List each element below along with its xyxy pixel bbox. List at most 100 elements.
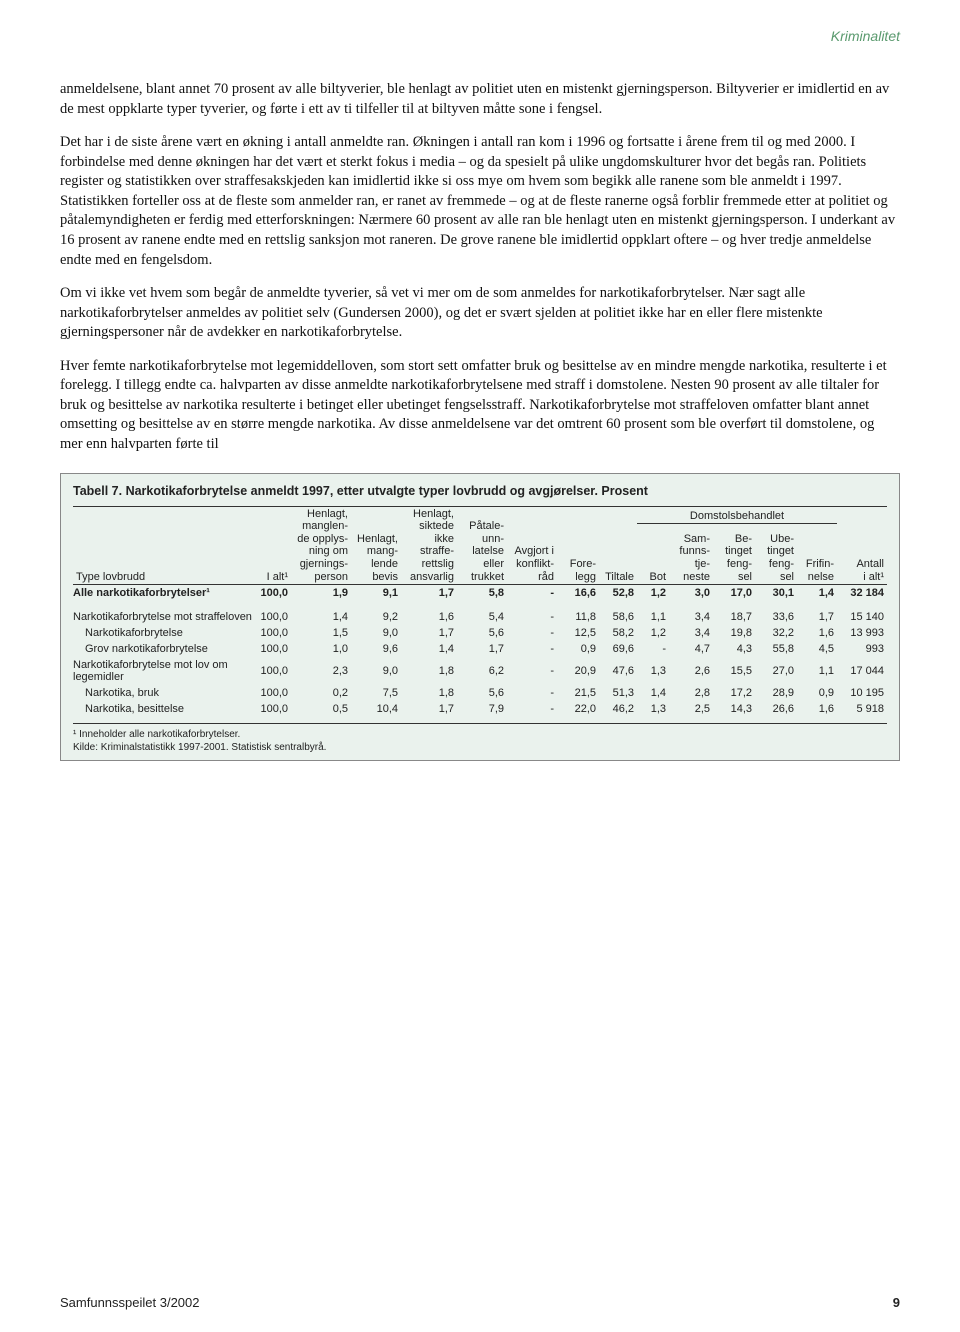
cell: 58,6 [599, 609, 637, 625]
data-table: Type lovbrudd I alt¹ Henlagt,manglen-de … [73, 506, 887, 718]
cell: 4,5 [797, 641, 837, 657]
row-label: Narkotika, bruk [73, 685, 257, 701]
cell: 26,6 [755, 701, 797, 717]
cell: 5 918 [837, 701, 887, 717]
cell: - [507, 685, 557, 701]
cell: 7,5 [351, 685, 401, 701]
cell: 0,2 [291, 685, 351, 701]
cell: 100,0 [257, 701, 291, 717]
cell: 18,7 [713, 609, 755, 625]
cell: 22,0 [557, 701, 599, 717]
col-bet: Be-tingetfeng-sel [713, 524, 755, 585]
cell: 2,3 [291, 657, 351, 685]
cell: 14,3 [713, 701, 755, 717]
cell: 17,0 [713, 585, 755, 602]
section-label: Kriminalitet [831, 28, 900, 44]
table-row: Narkotikaforbrytelse mot lov om legemidl… [73, 657, 887, 685]
cell: 993 [837, 641, 887, 657]
col-type: Type lovbrudd [73, 506, 257, 585]
cell: 9,6 [351, 641, 401, 657]
cell: 46,2 [599, 701, 637, 717]
cell: 1,0 [291, 641, 351, 657]
cell: 0,9 [797, 685, 837, 701]
cell: 1,9 [291, 585, 351, 602]
cell: 3,4 [669, 625, 713, 641]
cell: 58,2 [599, 625, 637, 641]
row-label: Narkotikaforbrytelse [73, 625, 257, 641]
cell: 100,0 [257, 641, 291, 657]
cell: 1,5 [291, 625, 351, 641]
cell: 55,8 [755, 641, 797, 657]
cell: 4,7 [669, 641, 713, 657]
col-h1: Henlagt,manglen-de opplys-ning omgjernin… [291, 506, 351, 585]
cell: 28,9 [755, 685, 797, 701]
cell: 30,1 [755, 585, 797, 602]
cell: - [507, 609, 557, 625]
col-h6: Fore-legg [557, 506, 599, 585]
cell: 17,2 [713, 685, 755, 701]
cell: 19,8 [713, 625, 755, 641]
cell: 2,8 [669, 685, 713, 701]
cell: 100,0 [257, 685, 291, 701]
cell: 21,5 [557, 685, 599, 701]
col-sam: Sam-funns-tje-neste [669, 524, 713, 585]
paragraph-3: Om vi ikke vet hvem som begår de anmeldt… [60, 284, 900, 343]
paragraph-4: Hver femte narkotikaforbrytelse mot lege… [60, 357, 900, 455]
cell: 6,2 [457, 657, 507, 685]
cell: 1,1 [797, 657, 837, 685]
footer-right: 9 [893, 1295, 900, 1310]
row-label: Narkotikaforbrytelse mot lov om legemidl… [73, 657, 257, 685]
cell: 9,0 [351, 625, 401, 641]
cell: 1,6 [797, 625, 837, 641]
paragraph-1: anmeldelsene, blant annet 70 prosent av … [60, 80, 900, 119]
cell: 1,7 [401, 625, 457, 641]
col-h2: Henlagt,mang-lendebevis [351, 506, 401, 585]
cell: 4,3 [713, 641, 755, 657]
cell: 1,8 [401, 657, 457, 685]
cell: 3,0 [669, 585, 713, 602]
footer-left: Samfunnsspeilet 3/2002 [60, 1295, 199, 1310]
cell: 1,7 [457, 641, 507, 657]
cell: 9,2 [351, 609, 401, 625]
col-fri: Frifin-nelse [797, 524, 837, 585]
cell: 1,7 [401, 701, 457, 717]
table-row: Narkotikaforbrytelse mot straffeloven100… [73, 609, 887, 625]
cell: 20,9 [557, 657, 599, 685]
cell: 17 044 [837, 657, 887, 685]
cell: 1,4 [401, 641, 457, 657]
cell: 69,6 [599, 641, 637, 657]
col-h7: Tiltale [599, 506, 637, 585]
body-text: anmeldelsene, blant annet 70 prosent av … [60, 80, 900, 455]
cell: 1,1 [637, 609, 669, 625]
cell: 1,4 [797, 585, 837, 602]
cell: 1,3 [637, 701, 669, 717]
row-label: Alle narkotikaforbrytelser¹ [73, 585, 257, 602]
cell: 1,8 [401, 685, 457, 701]
cell: 12,5 [557, 625, 599, 641]
cell: 51,3 [599, 685, 637, 701]
table-7: Tabell 7. Narkotikaforbrytelse anmeldt 1… [60, 473, 900, 762]
cell: 0,5 [291, 701, 351, 717]
cell: 47,6 [599, 657, 637, 685]
cell: - [507, 625, 557, 641]
page-footer: Samfunnsspeilet 3/2002 9 [60, 1295, 900, 1310]
cell: 1,4 [637, 685, 669, 701]
cell: 1,7 [797, 609, 837, 625]
cell: 100,0 [257, 585, 291, 602]
cell: 5,6 [457, 625, 507, 641]
cell: 1,2 [637, 625, 669, 641]
cell: 27,0 [755, 657, 797, 685]
table-row: Grov narkotikaforbrytelse100,01,09,61,41… [73, 641, 887, 657]
footnote-2: Kilde: Kriminalstatistikk 1997-2001. Sta… [73, 741, 887, 754]
cell: 5,4 [457, 609, 507, 625]
cell: 1,7 [401, 585, 457, 602]
footnote-1: ¹ Inneholder alle narkotikaforbrytelser. [73, 728, 887, 741]
table-row: Alle narkotikaforbrytelser¹100,01,99,11,… [73, 585, 887, 602]
cell: 9,1 [351, 585, 401, 602]
table-row: Narkotika, besittelse100,00,510,41,77,9-… [73, 701, 887, 717]
cell: 9,0 [351, 657, 401, 685]
col-h4: Påtale-unn-latelseellertrukket [457, 506, 507, 585]
cell: 10 195 [837, 685, 887, 701]
cell: 3,4 [669, 609, 713, 625]
row-label: Narkotika, besittelse [73, 701, 257, 717]
